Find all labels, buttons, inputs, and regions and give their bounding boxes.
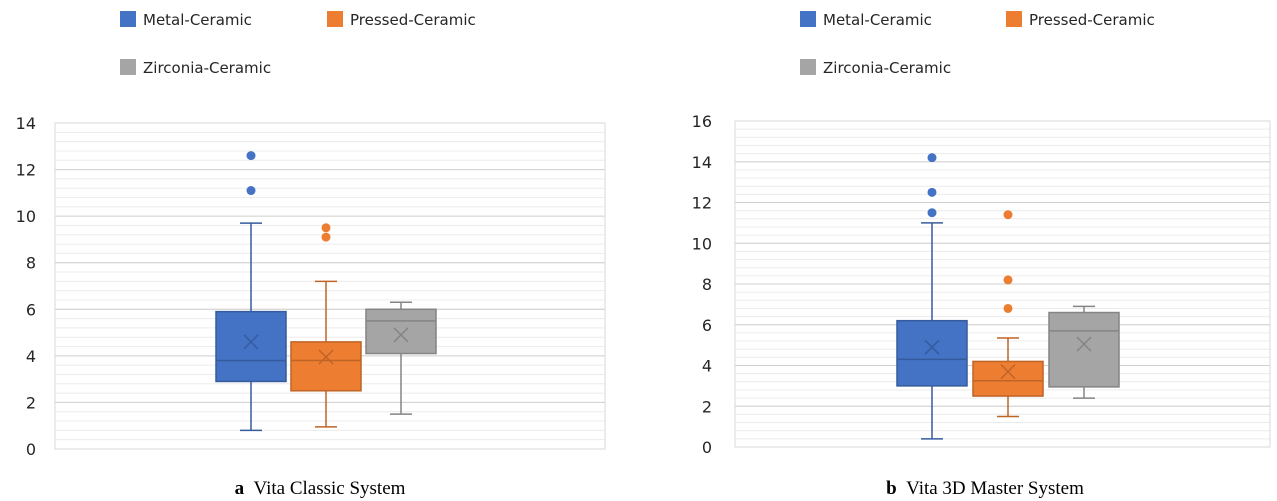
outlier-point	[246, 151, 256, 161]
box-iqr	[290, 341, 362, 392]
mean-marker	[393, 327, 409, 343]
y-tick-label: 2	[702, 397, 712, 416]
caption-title-a: Vita Classic System	[254, 478, 406, 499]
caption-a: a Vita Classic System	[235, 478, 406, 499]
mean-marker	[1076, 336, 1092, 352]
legend-swatch-pressed-ceramic	[1006, 11, 1022, 27]
box-metal-ceramic	[215, 151, 287, 432]
caption-b: b Vita 3D Master System	[886, 478, 1084, 499]
outlier-point	[321, 232, 331, 242]
plot-area-b: 0 2 4 6 8 10 12 14 16	[692, 112, 1271, 457]
legend: Metal-Ceramic Pressed-Ceramic Zirconia-C…	[800, 11, 1155, 77]
legend-swatch-zirconia-ceramic	[800, 59, 816, 75]
outlier-point	[1003, 303, 1013, 313]
outlier-point	[1003, 210, 1013, 220]
caption-title-b: Vita 3D Master System	[906, 478, 1084, 499]
box-zirconia-ceramic	[365, 301, 437, 415]
legend-label-metal-ceramic: Metal-Ceramic	[143, 11, 252, 29]
legend-label-pressed-ceramic: Pressed-Ceramic	[1029, 11, 1155, 29]
outlier-point	[321, 223, 331, 233]
chart-panel-a: Metal-Ceramic Pressed-Ceramic Zirconia-C…	[16, 11, 606, 499]
outlier-point	[1003, 275, 1013, 285]
box-iqr	[1048, 311, 1120, 388]
legend-label-pressed-ceramic: Pressed-Ceramic	[350, 11, 476, 29]
legend-label-zirconia-ceramic: Zirconia-Ceramic	[143, 59, 271, 77]
y-tick-label: 6	[26, 300, 36, 319]
box-iqr	[972, 360, 1044, 397]
y-tick-label: 0	[26, 440, 36, 459]
box-iqr	[365, 308, 437, 355]
y-tick-label: 8	[702, 275, 712, 294]
y-tick-label: 2	[26, 393, 36, 412]
box-zirconia-ceramic	[1048, 305, 1120, 399]
legend-swatch-metal-ceramic	[120, 11, 136, 27]
legend-swatch-zirconia-ceramic	[120, 59, 136, 75]
plot-border	[54, 122, 606, 450]
box-iqr	[896, 319, 968, 387]
y-tick-label: 12	[692, 194, 712, 213]
legend-label-metal-ceramic: Metal-Ceramic	[823, 11, 932, 29]
legend-swatch-pressed-ceramic	[327, 11, 343, 27]
box-iqr	[215, 310, 287, 383]
mean-marker	[1000, 364, 1016, 380]
box-pressed-ceramic	[290, 223, 362, 428]
mean-marker	[318, 349, 334, 365]
y-tick-label: 14	[16, 114, 36, 133]
mean-marker	[924, 339, 940, 355]
legend-label-zirconia-ceramic: Zirconia-Ceramic	[823, 59, 951, 77]
y-tick-label: 6	[702, 316, 712, 335]
y-tick-label: 8	[26, 254, 36, 273]
caption-letter-a: a	[235, 478, 245, 499]
outlier-point	[927, 208, 937, 218]
box-pressed-ceramic	[972, 210, 1044, 418]
plot-border	[734, 120, 1271, 448]
outlier-point	[927, 187, 937, 197]
outlier-point	[927, 153, 937, 163]
y-tick-label: 0	[702, 438, 712, 457]
chart-panel-b: Metal-Ceramic Pressed-Ceramic Zirconia-C…	[692, 11, 1271, 499]
box-metal-ceramic	[896, 153, 968, 440]
mean-marker	[243, 334, 259, 350]
caption-letter-b: b	[886, 478, 897, 499]
y-tick-label: 12	[16, 161, 36, 180]
plot-area-a: 0 2 4 6 8 10 12 14	[16, 114, 606, 459]
y-tick-label: 4	[702, 357, 712, 376]
outlier-point	[246, 186, 256, 196]
legend: Metal-Ceramic Pressed-Ceramic Zirconia-C…	[120, 11, 476, 77]
y-tick-label: 4	[26, 347, 36, 366]
legend-swatch-metal-ceramic	[800, 11, 816, 27]
y-tick-label: 10	[16, 207, 36, 226]
y-tick-label: 16	[692, 112, 712, 131]
y-tick-label: 14	[692, 153, 712, 172]
y-tick-label: 10	[692, 234, 712, 253]
